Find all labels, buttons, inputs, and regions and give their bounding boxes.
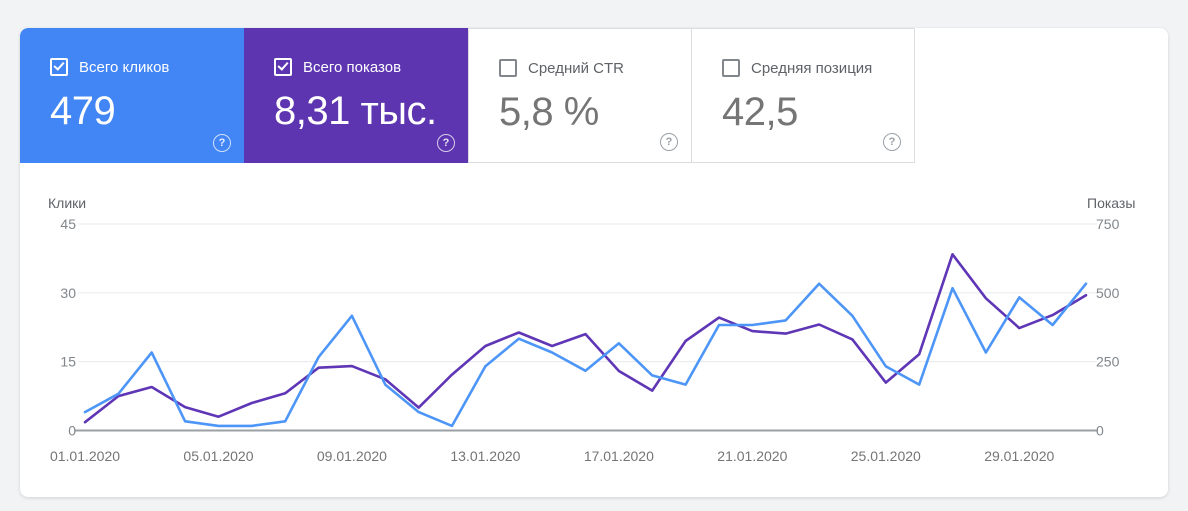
left-axis-tick-label: 45 xyxy=(60,216,76,232)
help-icon[interactable]: ? xyxy=(660,133,678,151)
right-axis-tick-label: 250 xyxy=(1096,354,1120,370)
help-icon[interactable]: ? xyxy=(213,134,231,152)
metric-card-average-position[interactable]: Средняя позиция 42,5 ? xyxy=(691,28,915,163)
x-axis-date-label: 21.01.2020 xyxy=(717,448,787,464)
x-axis-date-label: 25.01.2020 xyxy=(851,448,921,464)
clicks-line[interactable] xyxy=(83,282,1088,428)
help-icon[interactable]: ? xyxy=(883,133,901,151)
x-axis-date-label: 17.01.2020 xyxy=(584,448,654,464)
card-header: Средний CTR xyxy=(499,59,691,77)
left-axis-title: Клики xyxy=(48,195,86,211)
x-axis-date-label: 09.01.2020 xyxy=(317,448,387,464)
x-axis-date-label: 29.01.2020 xyxy=(984,448,1054,464)
performance-chart[interactable]: Клики Показы 0 15 30 45 0 250 500 750 01.01.2020 05… xyxy=(20,163,1168,497)
metric-card-average-ctr[interactable]: Средний CTR 5,8 % ? xyxy=(468,28,692,163)
impressions-line[interactable] xyxy=(83,253,1088,424)
right-axis-title: Показы xyxy=(1087,195,1135,211)
help-icon[interactable]: ? xyxy=(437,134,455,152)
x-axis-date-label: 05.01.2020 xyxy=(183,448,253,464)
right-axis-tick-label: 500 xyxy=(1096,285,1120,301)
metric-card-value: 8,31 тыс. xyxy=(274,89,437,133)
left-axis-tick-label: 30 xyxy=(60,285,76,301)
x-axis-date-label: 13.01.2020 xyxy=(450,448,520,464)
card-header: Средняя позиция xyxy=(722,59,914,77)
metric-card-value: 42,5 xyxy=(722,90,798,134)
metric-cards: Всего кликов 479 ? Всего показов 8,31 ты… xyxy=(20,28,915,163)
metric-card-label: Средний CTR xyxy=(528,59,624,77)
right-axis-tick-label: 750 xyxy=(1096,216,1120,232)
x-axis-date-label: 01.01.2020 xyxy=(50,448,120,464)
average-ctr-checkbox[interactable] xyxy=(499,59,517,77)
metric-card-value: 5,8 % xyxy=(499,90,599,134)
metric-card-label: Средняя позиция xyxy=(751,59,873,77)
total-clicks-checkbox[interactable] xyxy=(50,58,68,76)
card-header: Всего показов xyxy=(274,58,468,76)
average-position-checkbox[interactable] xyxy=(722,59,740,77)
metric-card-label: Всего показов xyxy=(303,58,402,76)
card-header: Всего кликов xyxy=(50,58,244,76)
total-impressions-checkbox[interactable] xyxy=(274,58,292,76)
metric-card-total-impressions[interactable]: Всего показов 8,31 тыс. ? xyxy=(244,28,468,163)
right-axis-tick-label: 0 xyxy=(1096,423,1104,439)
left-axis-tick-label: 15 xyxy=(60,354,76,370)
performance-chart-svg[interactable]: Клики Показы 0 15 30 45 0 250 500 750 01.01.2020 05… xyxy=(20,163,1168,497)
metric-card-value: 479 xyxy=(50,89,116,133)
metric-card-label: Всего кликов xyxy=(79,58,170,76)
left-axis-tick-label: 0 xyxy=(68,423,76,439)
performance-panel: Всего кликов 479 ? Всего показов 8,31 ты… xyxy=(20,28,1168,497)
metric-card-total-clicks[interactable]: Всего кликов 479 ? xyxy=(20,28,244,163)
